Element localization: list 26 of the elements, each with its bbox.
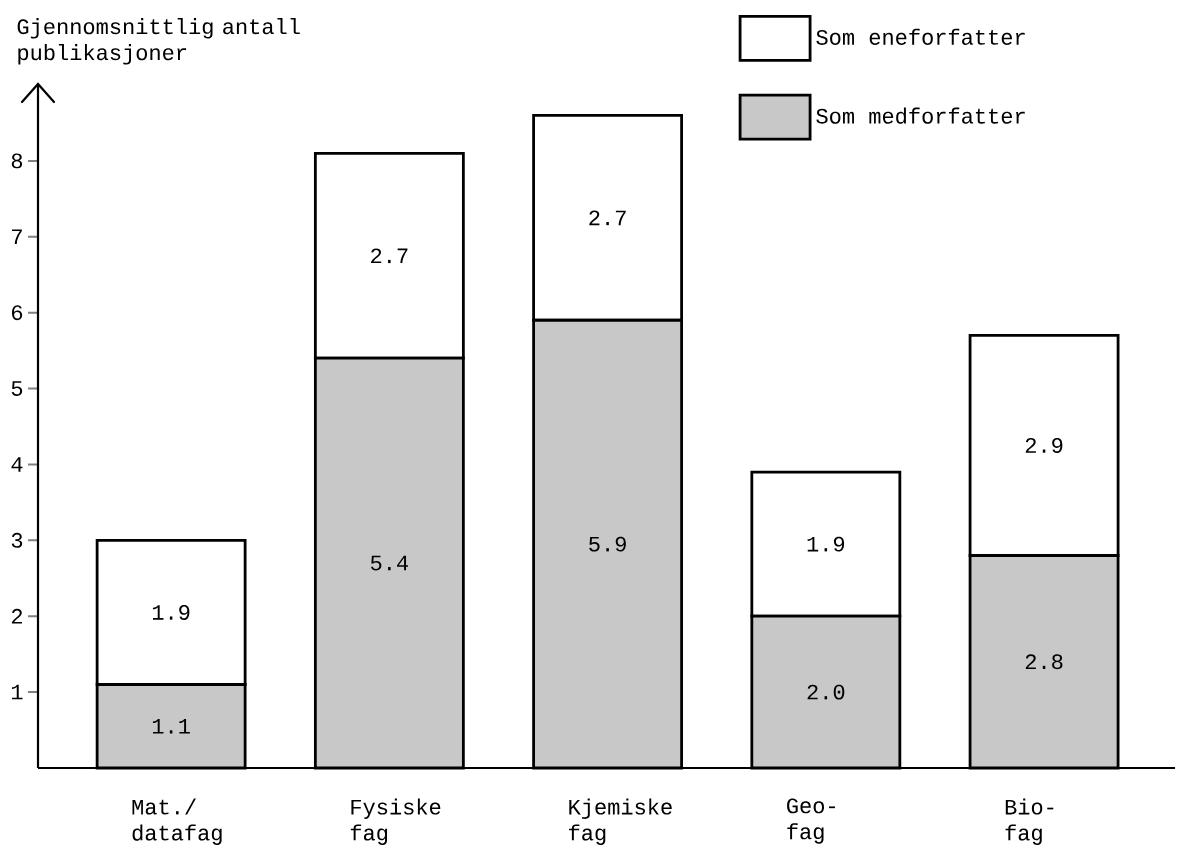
y-axis-title: Gjennomsnittlig antall publikasjoner [17,18,300,65]
data-label: 5.9 [589,536,626,552]
data-label: 2.8 [1025,654,1063,670]
legend-label: Som eneforfatter [816,28,1025,45]
y-tick-label: 5 [11,381,23,396]
x-tick-label: Kjemiske fag [569,798,672,845]
data-label: 2.0 [807,684,845,700]
data-label: 1.9 [152,604,190,620]
y-tick-label: 3 [11,532,23,548]
x-tick-label: Mat./ datafag [132,798,222,845]
y-tick-label: 1 [11,684,23,700]
x-tick-label: Bio- fag [1005,798,1054,845]
data-label: 1.1 [152,719,190,734]
y-tick-label: 6 [12,305,23,321]
x-tick-label: Geo- fag [787,798,836,844]
y-tick-label: 2 [11,608,22,624]
x-tick-label: Fysiske fag [350,798,441,845]
data-label: 2.7 [589,210,626,226]
data-label: 2.9 [1025,438,1063,453]
legend-label: Som medforfatter [816,107,1025,124]
data-label: 2.7 [371,248,408,264]
data-label: 5.4 [370,555,409,571]
data-label: 1.9 [807,536,845,552]
y-tick-label: 4 [11,457,23,472]
y-tick-label: 7 [12,229,22,245]
y-tick-label: 8 [11,153,23,169]
